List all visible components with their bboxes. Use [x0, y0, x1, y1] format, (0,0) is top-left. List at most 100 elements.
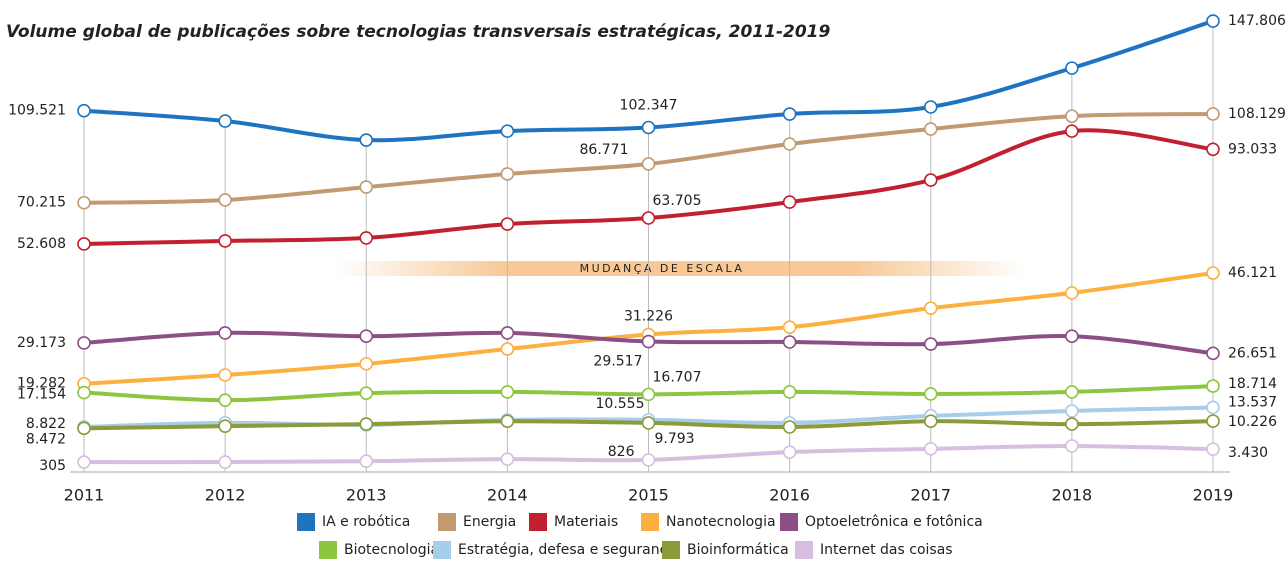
- data-point: [77, 336, 91, 350]
- data-point: [359, 357, 374, 371]
- data-label: 826: [608, 444, 635, 460]
- data-point: [359, 133, 374, 147]
- data-point: [1206, 442, 1220, 456]
- data-point: [641, 157, 656, 171]
- data-label: 16.707: [653, 369, 702, 385]
- data-label: 86.771: [580, 142, 629, 158]
- x-tick-label: 2014: [487, 486, 528, 505]
- legend-label: Biotecnologia: [344, 542, 439, 558]
- data-point: [218, 393, 232, 407]
- data-point: [77, 455, 91, 469]
- x-tick-label: 2011: [64, 486, 105, 505]
- legend-label: Optoeletrônica e fotônica: [805, 514, 983, 530]
- data-point: [500, 217, 515, 231]
- x-tick-label: 2017: [910, 486, 951, 505]
- points: [77, 14, 1220, 469]
- legend-label: Energia: [463, 514, 516, 530]
- data-point: [641, 387, 656, 402]
- data-point: [77, 237, 91, 251]
- data-label: 19.282: [17, 376, 66, 392]
- data-point: [1206, 107, 1220, 121]
- data-point: [782, 335, 797, 349]
- data-point: [1065, 417, 1079, 431]
- data-label: 3.430: [1228, 445, 1268, 461]
- legend-swatch: [297, 513, 315, 531]
- data-point: [1206, 14, 1220, 28]
- data-point: [1065, 404, 1079, 418]
- data-point: [500, 326, 515, 340]
- data-point: [77, 103, 91, 118]
- data-point: [359, 417, 374, 431]
- data-point: [500, 414, 515, 429]
- data-label: 26.651: [1228, 345, 1277, 361]
- data-point: [218, 326, 232, 340]
- data-point: [77, 421, 91, 436]
- data-point: [218, 193, 232, 207]
- data-label: 109.521: [8, 103, 66, 119]
- data-point: [1065, 61, 1079, 75]
- x-tick-label: 2016: [769, 486, 810, 505]
- data-point: [782, 385, 797, 399]
- data-point: [218, 368, 232, 382]
- data-label: 17.154: [17, 387, 66, 403]
- legend-swatch: [529, 513, 547, 531]
- data-point: [1065, 329, 1079, 344]
- data-point: [641, 453, 656, 467]
- data-point: [500, 452, 515, 466]
- data-label: 8.822: [26, 416, 66, 432]
- legend-label: Bioinformática: [687, 542, 789, 558]
- data-label: 70.215: [17, 195, 66, 211]
- data-point: [1206, 346, 1220, 361]
- data-point: [1065, 286, 1079, 300]
- x-tick-label: 2018: [1052, 486, 1093, 505]
- data-label: 13.537: [1228, 394, 1277, 410]
- data-point: [359, 180, 374, 194]
- data-label: 10.226: [1228, 414, 1277, 430]
- data-point: [500, 167, 515, 181]
- grid: [83, 21, 1214, 472]
- data-point: [923, 301, 938, 315]
- data-point: [359, 454, 374, 469]
- data-point: [359, 386, 374, 400]
- data-point: [500, 124, 515, 138]
- data-label: 147.806: [1228, 13, 1286, 29]
- legend-swatch: [641, 513, 659, 531]
- data-point: [923, 337, 938, 351]
- data-point: [641, 334, 656, 349]
- chart-title: Volume global de publicações sobre tecno…: [6, 22, 830, 42]
- data-point: [923, 414, 938, 429]
- data-point: [1065, 385, 1079, 399]
- data-point: [500, 385, 515, 399]
- data-point: [923, 100, 938, 114]
- data-point: [218, 419, 232, 433]
- data-point: [359, 329, 374, 344]
- legend-label: Internet das coisas: [820, 542, 953, 558]
- data-point: [923, 173, 938, 187]
- data-point: [782, 445, 797, 459]
- x-tick-label: 2013: [346, 486, 387, 505]
- data-point: [77, 195, 91, 210]
- data-label: 93.033: [1228, 141, 1277, 157]
- data-point: [782, 420, 797, 434]
- data-point: [1206, 400, 1220, 415]
- legend-swatch: [662, 541, 680, 559]
- data-point: [77, 385, 91, 400]
- data-point: [1206, 414, 1220, 428]
- data-point: [218, 234, 232, 248]
- legend-label: Materiais: [554, 514, 618, 530]
- legend-label: IA e robótica: [322, 514, 410, 530]
- data-label: 9.793: [655, 431, 695, 447]
- legend-swatch: [795, 541, 813, 559]
- data-point: [1206, 266, 1220, 280]
- data-point: [641, 211, 656, 225]
- data-point: [641, 120, 656, 135]
- data-label: 10.555: [596, 396, 645, 412]
- data-label: 102.347: [620, 97, 678, 113]
- data-label: 46.121: [1228, 265, 1277, 281]
- data-point: [1206, 142, 1220, 157]
- data-point: [923, 122, 938, 136]
- data-point: [923, 387, 938, 401]
- data-label: 31.226: [624, 308, 673, 324]
- scale-break-label: MUDANÇA DE ESCALA: [580, 262, 745, 275]
- data-point: [782, 320, 797, 334]
